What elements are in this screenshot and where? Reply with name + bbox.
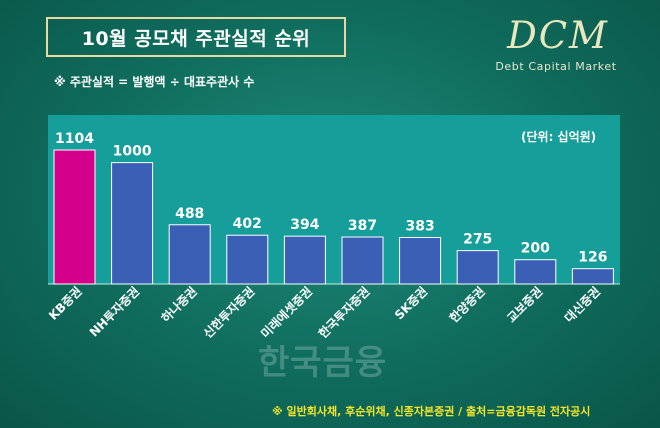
formula-note: ※ 주관실적 = 발행액 ÷ 대표주관사 수: [54, 75, 255, 89]
bar-7: [456, 250, 499, 285]
x-tick-label-7: 한양증권: [446, 284, 488, 326]
x-tick-label-6: SK증권: [392, 284, 430, 322]
bar-8: [514, 259, 557, 285]
dcm-logo: DCM: [507, 14, 609, 57]
page-title: 10월 공모채 주관실적 순위: [46, 17, 346, 57]
ticks-layer: KB증권 NH투자증권 하나증권 신한투자증권 미래에셋증권 한국투자증권 SK증권 한양증권…: [46, 284, 603, 341]
data-label-9: 126: [578, 250, 607, 266]
bar-2: [168, 224, 211, 285]
watermark: 한국금융: [258, 343, 388, 383]
bars-layer: [53, 149, 614, 285]
x-tick-label-5: 한국투자증권: [315, 284, 372, 341]
x-tick-label-1: NH투자증권: [86, 284, 142, 340]
data-label-0: 1104: [55, 131, 94, 147]
bar-1: [111, 162, 154, 285]
bar-5: [341, 236, 384, 285]
data-label-7: 275: [463, 232, 492, 248]
data-label-6: 383: [405, 219, 434, 235]
unit-label: (단위: 십억원): [521, 130, 597, 144]
labels-layer: 1104 1000 488 402 394 387 383 275 200 126: [55, 131, 608, 266]
x-tick-label-9: 대신증권: [561, 284, 603, 326]
source-note: ※ 일반회사채, 후순위채, 신종자본증권 / 출처=금융감독원 전자공시: [272, 405, 591, 418]
data-label-3: 402: [233, 216, 262, 232]
bar-4: [283, 235, 326, 285]
data-label-4: 394: [290, 217, 319, 233]
bar-0: [53, 149, 96, 285]
x-tick-label-2: 하나증권: [158, 284, 200, 326]
logo-subtitle: Debt Capital Market: [495, 60, 617, 73]
bar-3: [226, 234, 269, 285]
bar-9: [571, 268, 614, 285]
x-tick-label-4: 미래에셋증권: [258, 284, 315, 341]
x-tick-label-8: 교보증권: [504, 284, 545, 325]
x-tick-label-0: KB증권: [46, 284, 85, 323]
data-label-8: 200: [521, 241, 550, 257]
data-label-5: 387: [348, 218, 377, 234]
data-label-1: 1000: [113, 144, 152, 160]
x-tick-label-3: 신한투자증권: [200, 284, 257, 341]
data-label-2: 488: [175, 206, 204, 222]
bar-6: [399, 237, 442, 285]
